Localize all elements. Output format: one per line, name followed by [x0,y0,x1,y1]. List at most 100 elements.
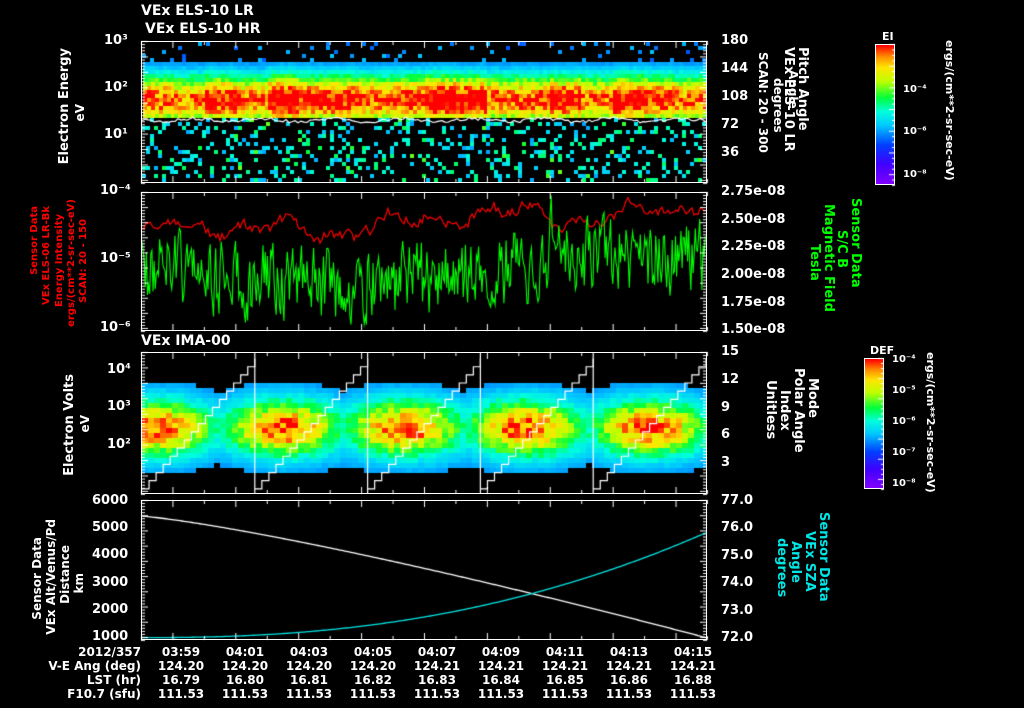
colorbar-ei-tick-2: 10⁻⁸ [903,169,927,180]
panel4-left-label-1: VEx Alt/Venus/Pd [44,519,58,635]
panel3-plot-area [141,352,707,494]
panel2-ytick-0: 10⁻⁴ [100,183,131,198]
footer-rowlabel-2: LST (hr) [86,673,141,687]
footer-veang-6: 124.21 [541,659,589,673]
panel4-rtick-0: 77.0 [721,493,754,508]
panel1-rtick-4: 36 [721,145,740,160]
footer-rowlabel-3: F10.7 (sfu) [67,687,141,701]
panel2-right-label-0: Sensor Data [848,198,863,288]
footer-veang-3: 124.20 [349,659,397,673]
footer-lst-7: 16.86 [610,673,648,687]
panel2-left-label-2: Energy Intensity [54,214,65,308]
footer-time-0: 03:59 [161,645,201,659]
footer-lst-1: 16.80 [226,673,264,687]
footer-time-7: 04:13 [609,645,649,659]
panel1-right-label-3: degrees [771,78,785,133]
footer-f107-4: 111.53 [413,687,461,701]
panel1-rtick-3: 72 [721,117,740,132]
panel2-rtick-2: 2.25e-08 [721,239,786,254]
colorbar-ei-tick-1: 10⁻⁶ [903,126,927,137]
footer-time-4: 04:07 [417,645,457,659]
panel3-rtick-0: 15 [721,344,740,359]
panel2-left-label-3: ergs/(cm**2-sr-sec-eV) [66,199,77,327]
panel1-right-label-2: Angle [786,70,800,109]
footer-rowlabel-1: V-E Ang (deg) [48,659,141,673]
panel1-title2: VEx ELS-10 HR [145,21,261,37]
panel2-ytick-2: 10⁻⁶ [100,320,131,335]
panel4-plot-area [141,500,707,640]
panel4-ytick-3: 3000 [92,575,129,590]
panel4-ytick-5: 1000 [92,629,129,644]
panel3-ytick-1: 10³ [107,399,131,414]
panel3-right-label-2: Index [777,390,792,431]
panel3-right-label-1: Polar Angle [791,368,806,453]
panel2-right-label-3: Tesla [807,244,822,281]
footer-row-f107: F10.7 (sfu) 111.53 111.53 111.53 111.53 … [0,687,725,701]
panel3-right-label-3: Unitless [763,380,778,440]
footer-lst-8: 16.88 [674,673,712,687]
footer-lst-0: 16.79 [162,673,200,687]
footer-veang-8: 124.21 [669,659,717,673]
footer-time-1: 04:01 [225,645,265,659]
colorbar-def-tick-2: 10⁻⁶ [892,416,916,427]
panel1-title: VEx ELS-10 LR [141,3,254,19]
colorbar-def [864,358,884,489]
panel1-plot-area [141,41,707,183]
panel1-ytick-1: 10² [104,80,128,95]
footer-rowlabel-0: 2012/357 [78,645,141,659]
panel2-rtick-1: 2.50e-08 [721,212,786,227]
colorbar-def-title: DEF [870,344,895,357]
footer-veang-5: 124.21 [477,659,525,673]
footer-lst-5: 16.84 [482,673,520,687]
footer-lst-6: 16.85 [546,673,584,687]
panel4-right-label-3: degrees [774,538,789,598]
colorbar-ei [875,44,895,185]
panel4-rtick-4: 73.0 [721,603,754,618]
panel4-rtick-3: 74.0 [721,575,754,590]
colorbar-def-tick-0: 10⁻⁴ [892,354,916,365]
footer-lst-2: 16.81 [290,673,328,687]
panel4-right-label-2: Angle [788,541,803,583]
footer-f107-8: 111.53 [669,687,717,701]
panel3-rtick-1: 12 [721,372,740,387]
panel3-left-axis-label: Electron Volts [62,374,77,476]
panel2-right-label-1: S/C B [834,230,849,269]
panel4-ytick-2: 4000 [92,547,129,562]
panel4-left-label-3: km [72,573,86,594]
colorbar-ei-unit-label: ergs/(cm**2-sr-sec-eV) [943,40,956,181]
panel4-rtick-2: 75.0 [721,548,754,563]
footer-lst-3: 16.82 [354,673,392,687]
panel2-left-label-1: VEx ELS-06 LR-Bk [41,206,52,305]
panel2-rtick-3: 2.00e-08 [721,267,786,282]
footer-f107-0: 111.53 [157,687,205,701]
footer-veang-2: 124.20 [285,659,333,673]
panel4-ytick-0: 6000 [92,493,129,508]
footer-table: 2012/357 03:59 04:01 04:03 04:05 04:07 0… [0,645,1024,701]
footer-lst-4: 16.83 [418,673,456,687]
footer-time-2: 04:03 [289,645,329,659]
footer-grid: 2012/357 03:59 04:01 04:03 04:05 04:07 0… [0,645,725,701]
panel1-left-axis-units: eV [73,104,87,122]
panel4-rtick-1: 76.0 [721,520,754,535]
footer-f107-2: 111.53 [285,687,333,701]
colorbar-def-tick-3: 10⁻⁷ [892,447,916,458]
footer-veang-0: 124.20 [157,659,205,673]
panel1-ytick-2: 10¹ [104,127,128,142]
panel4-right-label-0: Sensor Data [816,512,831,602]
panel2-left-label-4: SCAN: 20 - 150 [78,219,89,304]
panel2-left-label-0: Sensor Data [29,206,40,275]
panel4-right-label-1: VEx SZA [802,531,817,592]
footer-veang-7: 124.21 [605,659,653,673]
panel1-left-axis-label: Electron Energy [57,48,72,165]
panel3-rtick-3: 6 [721,427,731,442]
panel1-ytick-0: 10³ [104,33,128,48]
colorbar-def-tick-4: 10⁻⁸ [892,478,916,489]
panel3-right-label-0: Mode [805,378,820,418]
footer-veang-1: 124.20 [221,659,269,673]
panel1-right-label-4: SCAN: 20 - 300 [756,52,770,153]
footer-veang-4: 124.21 [413,659,461,673]
panel2-rtick-5: 1.50e-08 [721,322,786,337]
panel4-left-label-2: Distance [58,545,72,604]
panel4-ytick-4: 2000 [92,602,129,617]
